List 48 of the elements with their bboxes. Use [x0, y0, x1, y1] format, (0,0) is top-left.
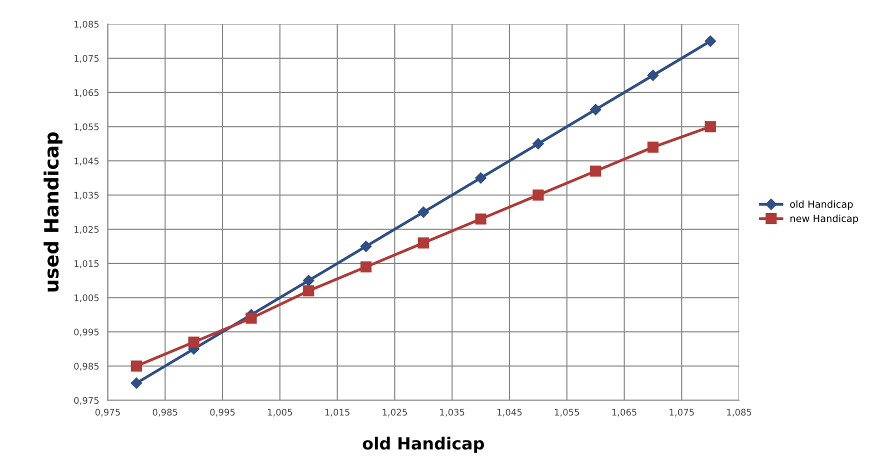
y-tick-label: 1,065 [74, 89, 99, 97]
point [704, 121, 716, 132]
x-axis-title: old Handicap [362, 436, 484, 453]
point [704, 36, 716, 47]
y-axis-title: used Handicap [44, 132, 62, 292]
x-tick-label: 0,995 [210, 408, 235, 416]
x-tick-label: 1,055 [554, 408, 580, 416]
y-tick-label: 1,025 [74, 226, 99, 234]
y-tick-label: 1,015 [74, 260, 99, 268]
y-tick-label: 0,995 [74, 328, 99, 336]
x-tick-label: 1,035 [440, 408, 464, 416]
point [303, 274, 314, 286]
point [303, 285, 314, 296]
point [647, 142, 659, 153]
y-tick-label: 1,055 [74, 123, 99, 132]
point [475, 213, 486, 225]
point [130, 378, 142, 389]
x-tick-label: 1,005 [268, 408, 292, 416]
point [590, 166, 602, 177]
x-tick-label: 1,075 [670, 408, 694, 416]
x-tick-label: 1,015 [325, 408, 350, 416]
point [130, 360, 142, 372]
point [647, 70, 659, 81]
point [246, 312, 257, 324]
x-tick-label: 1,085 [727, 408, 752, 416]
x-tick-label: 1,045 [498, 408, 522, 416]
y-tick-label: 1,005 [74, 294, 99, 302]
point [188, 336, 200, 348]
y-tick-label: 1,075 [74, 55, 99, 63]
x-tick-label: 0,975 [95, 408, 120, 416]
point [360, 261, 372, 272]
legend-label: new Handicap [790, 214, 858, 224]
y-tick-label: 0,975 [74, 396, 99, 405]
x-tick-label: 1,025 [382, 408, 407, 416]
point [418, 237, 429, 248]
y-tick-label: 0,985 [74, 362, 99, 371]
point [418, 206, 430, 218]
y-tick-label: 1,085 [74, 20, 99, 29]
y-tick-label: 1,035 [74, 192, 99, 200]
point [532, 190, 544, 201]
point [475, 172, 486, 184]
legend-label: old Handicap [790, 200, 853, 210]
point [360, 240, 372, 252]
y-tick-label: 1,045 [74, 158, 99, 166]
x-tick-label: 0,985 [152, 408, 178, 416]
x-tick-label: 1,065 [612, 408, 636, 416]
point [532, 138, 544, 150]
point [590, 104, 602, 116]
